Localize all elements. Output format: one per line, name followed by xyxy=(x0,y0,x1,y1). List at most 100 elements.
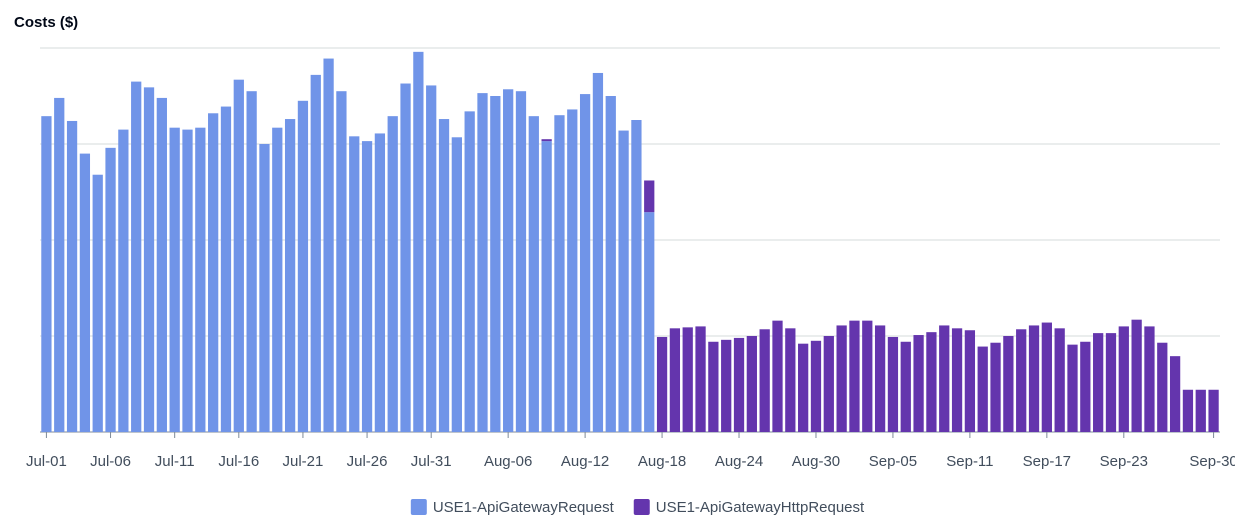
x-tick-label: Sep-30 xyxy=(1189,453,1235,470)
legend-label: USE1-ApiGatewayHttpRequest xyxy=(656,499,865,516)
bar xyxy=(874,325,886,432)
bar xyxy=(374,133,386,432)
bar xyxy=(156,97,167,433)
x-tick-label: Jul-21 xyxy=(283,453,324,470)
bar xyxy=(733,337,745,432)
bar xyxy=(259,144,270,432)
x-tick-label: Aug-30 xyxy=(792,453,840,470)
bar xyxy=(1003,336,1014,432)
x-tick-label: Jul-11 xyxy=(155,453,195,470)
legend-label: USE1-ApiGatewayRequest xyxy=(433,499,615,516)
bar xyxy=(631,120,642,432)
bar xyxy=(438,119,450,432)
bar xyxy=(823,336,834,432)
chart-title: Costs ($) xyxy=(14,14,78,31)
x-tick-label: Jul-01 xyxy=(26,453,67,470)
bar xyxy=(272,127,283,433)
bar xyxy=(592,72,604,433)
bar xyxy=(413,51,424,433)
bar xyxy=(554,115,565,432)
bar xyxy=(887,336,899,432)
bar xyxy=(669,328,681,432)
bar xyxy=(477,93,488,433)
bar xyxy=(644,180,655,213)
bar xyxy=(1169,356,1181,432)
bar xyxy=(182,129,193,432)
x-tick-label: Jul-31 xyxy=(411,453,452,470)
bar xyxy=(695,326,706,432)
bar xyxy=(1016,329,1027,432)
bar xyxy=(1093,333,1104,432)
bar xyxy=(951,328,963,432)
x-tick-label: Jul-16 xyxy=(218,453,259,470)
x-tick-label: Aug-06 xyxy=(484,453,532,470)
bar xyxy=(849,320,860,432)
x-tick-label: Sep-17 xyxy=(1023,453,1071,470)
bar xyxy=(1067,344,1078,432)
bar xyxy=(964,330,976,432)
bar xyxy=(656,336,668,432)
bar xyxy=(92,174,103,432)
bar xyxy=(579,94,591,432)
bar xyxy=(41,116,52,432)
bar xyxy=(464,111,475,433)
bar xyxy=(297,100,309,433)
bar xyxy=(246,91,257,432)
bar xyxy=(1041,322,1052,432)
bar xyxy=(195,127,206,433)
bar xyxy=(772,320,783,432)
bar xyxy=(169,127,180,433)
bar xyxy=(79,153,91,432)
bar xyxy=(284,119,296,432)
bar xyxy=(387,116,398,432)
bar xyxy=(143,87,155,433)
bar xyxy=(490,96,501,432)
bar xyxy=(426,85,437,432)
bar xyxy=(323,58,334,433)
bar xyxy=(785,328,796,432)
bar xyxy=(1131,319,1142,432)
bar xyxy=(721,339,732,432)
bar xyxy=(541,141,552,432)
x-tick-label: Sep-05 xyxy=(869,453,917,470)
bar xyxy=(118,129,129,432)
bar xyxy=(515,91,527,432)
bar xyxy=(605,96,616,432)
bar xyxy=(336,91,347,432)
bar xyxy=(1105,333,1117,432)
bar xyxy=(1208,389,1219,432)
bar xyxy=(541,139,552,142)
x-tick-label: Aug-12 xyxy=(561,453,609,470)
bar xyxy=(810,340,822,432)
bar xyxy=(708,341,719,432)
bar xyxy=(836,325,847,432)
legend-swatch xyxy=(633,499,650,515)
bar xyxy=(1080,341,1091,432)
bar xyxy=(798,343,809,432)
bar xyxy=(503,89,514,432)
bar xyxy=(1195,389,1206,432)
bar xyxy=(977,346,988,432)
x-tick-label: Sep-11 xyxy=(946,453,993,470)
bar xyxy=(1028,325,1040,432)
bar xyxy=(567,109,578,432)
bar xyxy=(1054,328,1065,432)
bar xyxy=(208,113,219,432)
bar xyxy=(682,327,693,432)
bar xyxy=(900,341,911,432)
bar xyxy=(400,83,411,433)
bar xyxy=(105,147,116,432)
bar xyxy=(54,97,65,433)
x-tick-label: Sep-23 xyxy=(1100,453,1148,470)
x-tick-label: Jul-26 xyxy=(347,453,388,470)
bar xyxy=(990,342,1001,432)
bar xyxy=(361,141,373,432)
bar xyxy=(862,320,873,432)
x-tick-label: Aug-24 xyxy=(715,453,763,470)
bar xyxy=(618,130,629,432)
bar xyxy=(233,79,244,433)
bar xyxy=(759,329,770,432)
bar xyxy=(644,212,655,432)
bar xyxy=(66,120,78,433)
